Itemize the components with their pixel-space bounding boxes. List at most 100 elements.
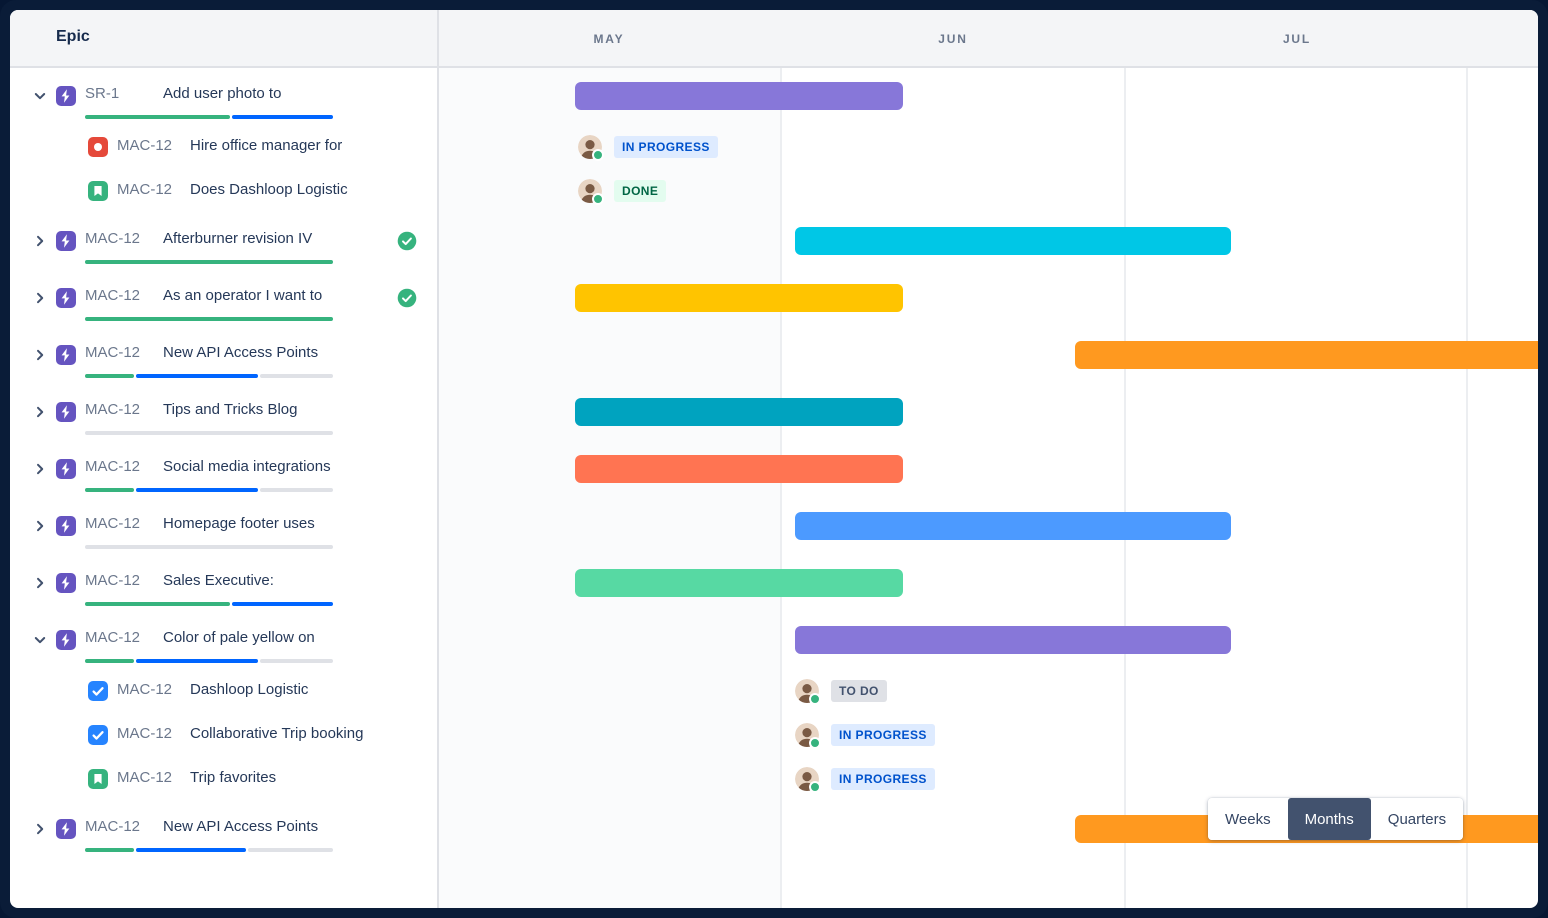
progress-segment-gray xyxy=(259,374,333,378)
timeline-bar[interactable] xyxy=(795,227,1231,255)
epic-progress-bar xyxy=(85,488,333,492)
chevron-right-icon[interactable] xyxy=(33,576,47,590)
presence-dot-icon xyxy=(809,781,821,793)
timeline-bar[interactable] xyxy=(575,284,903,312)
chevron-right-icon[interactable] xyxy=(33,405,47,419)
chevron-down-icon[interactable] xyxy=(33,633,47,647)
avatar xyxy=(795,679,821,705)
task-icon xyxy=(88,681,108,701)
progress-segment-blue xyxy=(232,115,333,119)
chevron-right-icon[interactable] xyxy=(33,234,47,248)
progress-segment-green xyxy=(85,115,231,119)
story-icon xyxy=(88,181,108,201)
issue-cell[interactable]: MAC-12 Does Dashloop Logistic xyxy=(10,169,437,213)
presence-dot-icon xyxy=(809,693,821,705)
issue-cell[interactable]: MAC-12 Color of pale yellow on xyxy=(10,612,437,669)
epic-row: MAC-12 Sales Executive: xyxy=(10,555,1538,612)
issue-title: Homepage footer uses xyxy=(163,515,315,532)
issue-key: MAC-12 xyxy=(117,769,173,786)
toggle-months-button[interactable]: Months xyxy=(1287,798,1371,840)
issue-title: Collaborative Trip booking xyxy=(190,725,364,742)
timeline-bar[interactable] xyxy=(575,398,903,426)
timeline-bar[interactable] xyxy=(1075,341,1538,369)
avatar xyxy=(795,767,821,793)
epic-icon xyxy=(56,231,76,251)
avatar xyxy=(578,135,604,161)
assignee-status-group: TO DO xyxy=(795,679,887,705)
child-issue-row: MAC-12 Does Dashloop Logistic DONE xyxy=(10,169,1538,213)
done-check-icon xyxy=(397,288,417,308)
epic-row: MAC-12 Homepage footer uses xyxy=(10,498,1538,555)
chevron-right-icon[interactable] xyxy=(33,462,47,476)
timeline-bar[interactable] xyxy=(575,569,903,597)
timeline-bar[interactable] xyxy=(575,455,903,483)
issue-title: New API Access Points xyxy=(163,818,319,835)
issue-cell[interactable]: MAC-12 As an operator I want to xyxy=(10,270,437,327)
progress-segment-green xyxy=(85,374,134,378)
panel-divider xyxy=(437,10,439,908)
epic-icon xyxy=(56,819,76,839)
status-badge: IN PROGRESS xyxy=(614,136,718,158)
epic-icon xyxy=(56,459,76,479)
epic-progress-bar xyxy=(85,545,333,549)
issue-key: MAC-12 xyxy=(85,629,141,646)
chevron-right-icon[interactable] xyxy=(33,822,47,836)
issue-cell[interactable]: MAC-12 Trip favorites xyxy=(10,757,437,801)
issue-key: MAC-12 xyxy=(117,725,173,742)
gridline-jul xyxy=(1124,68,1126,908)
issue-cell[interactable]: MAC-12 Tips and Tricks Blog xyxy=(10,384,437,441)
issue-key: MAC-12 xyxy=(85,287,141,304)
issue-cell[interactable]: MAC-12 Social media integrations xyxy=(10,441,437,498)
issue-key: MAC-12 xyxy=(85,230,141,247)
gridline-aug xyxy=(1466,68,1468,908)
presence-dot-icon xyxy=(592,149,604,161)
issue-title: Dashloop Logistic xyxy=(190,681,309,698)
progress-segment-gray xyxy=(85,431,333,435)
month-label-jul: JUL xyxy=(1282,32,1312,46)
issue-cell[interactable]: MAC-12 Sales Executive: xyxy=(10,555,437,612)
issue-cell[interactable]: MAC-12 Homepage footer uses xyxy=(10,498,437,555)
chevron-right-icon[interactable] xyxy=(33,348,47,362)
chevron-right-icon[interactable] xyxy=(33,291,47,305)
issue-cell[interactable]: MAC-12 Dashloop Logistic xyxy=(10,669,437,713)
month-label-jun: JUN xyxy=(938,32,968,46)
assignee-status-group: IN PROGRESS xyxy=(578,135,718,161)
epic-row: MAC-12 Social media integrations xyxy=(10,441,1538,498)
timeline-bar[interactable] xyxy=(575,82,903,110)
status-badge: IN PROGRESS xyxy=(831,724,935,746)
issue-cell[interactable]: MAC-12 New API Access Points xyxy=(10,801,437,858)
bug-icon xyxy=(88,137,108,157)
issue-key: MAC-12 xyxy=(85,344,141,361)
child-issue-row: MAC-12 Dashloop Logistic TO DO xyxy=(10,669,1538,713)
epic-row: MAC-12 As an operator I want to xyxy=(10,270,1538,327)
child-issue-row: MAC-12 Collaborative Trip booking IN PROGR… xyxy=(10,713,1538,757)
issue-key: MAC-12 xyxy=(117,681,173,698)
progress-segment-green xyxy=(85,602,231,606)
chevron-down-icon[interactable] xyxy=(33,89,47,103)
progress-segment-green xyxy=(85,317,333,321)
issue-cell[interactable]: MAC-12 Hire office manager for xyxy=(10,125,437,169)
progress-segment-blue xyxy=(232,602,333,606)
timeline-bar[interactable] xyxy=(795,626,1231,654)
status-badge: DONE xyxy=(614,180,667,202)
toggle-weeks-button[interactable]: Weeks xyxy=(1208,798,1288,840)
timeline-bar[interactable] xyxy=(795,512,1231,540)
presence-dot-icon xyxy=(592,193,604,205)
issue-cell[interactable]: MAC-12 New API Access Points xyxy=(10,327,437,384)
issue-cell[interactable]: MAC-12 Collaborative Trip booking xyxy=(10,713,437,757)
roadmap-app: Epic MAY JUN JUL SR-1 Add user photo to MA… xyxy=(10,10,1538,908)
epic-progress-bar xyxy=(85,260,333,264)
progress-segment-blue xyxy=(135,659,258,663)
issue-key: MAC-12 xyxy=(85,458,141,475)
done-check-icon xyxy=(397,231,417,251)
issue-key: SR-1 xyxy=(85,85,120,102)
timeline-zoom-toggle: Weeks Months Quarters xyxy=(1208,798,1464,840)
epic-progress-bar xyxy=(85,659,333,663)
issue-cell[interactable]: SR-1 Add user photo to xyxy=(10,68,437,125)
epic-icon xyxy=(56,86,76,106)
epic-icon xyxy=(56,516,76,536)
chevron-right-icon[interactable] xyxy=(33,519,47,533)
issue-cell[interactable]: MAC-12 Afterburner revision IV xyxy=(10,213,437,270)
toggle-quarters-button[interactable]: Quarters xyxy=(1370,798,1464,840)
